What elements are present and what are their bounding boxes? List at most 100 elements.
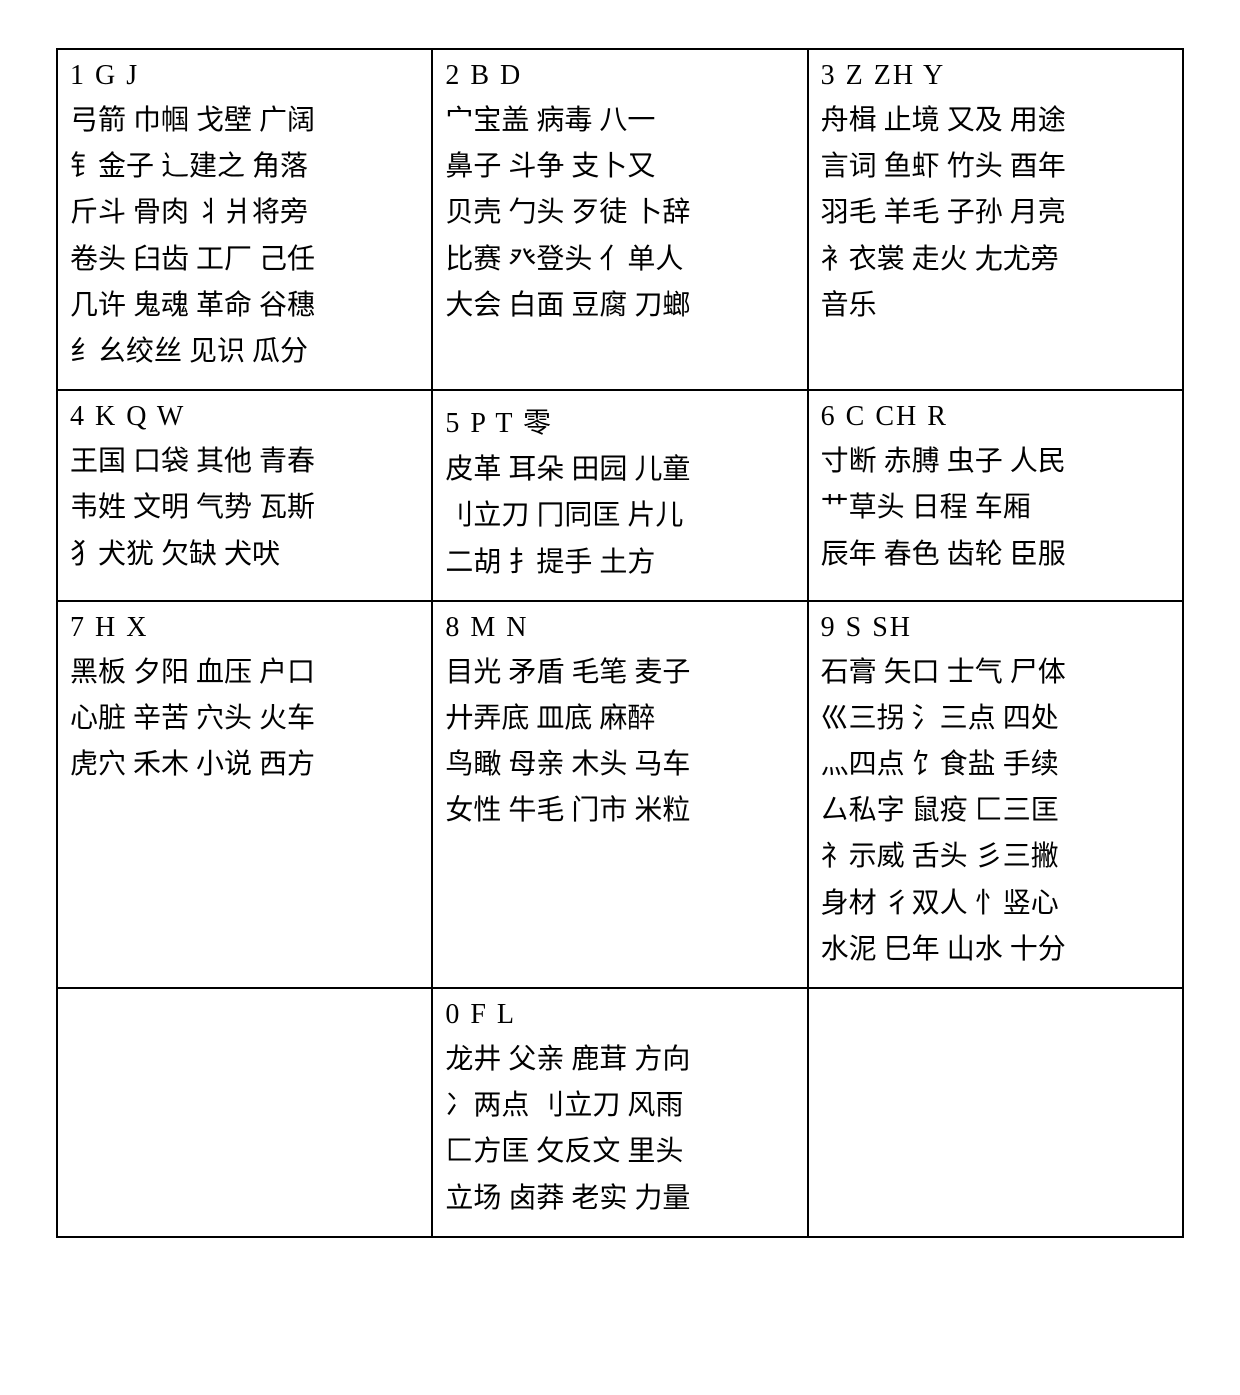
entry-item: 口袋 (133, 446, 189, 477)
entry-item: 士气 (947, 657, 1003, 688)
entry-item: 宀宝盖 (445, 105, 529, 136)
grid-cell (57, 988, 432, 1237)
entry-item: 母亲 (508, 749, 564, 780)
cell-body: 皮革 耳朵 田园 儿童刂立刀 冂同匡 片儿二胡 扌提手 土方 (445, 447, 794, 586)
entry-item: 酉年 (1010, 151, 1066, 182)
entry-item: 见识 (189, 336, 245, 367)
entry-item: 水泥 (821, 934, 877, 965)
cell-header: 8 M N (445, 612, 794, 644)
entry-item: 鬼魂 (133, 290, 189, 321)
entry-item: 寸断 (821, 446, 877, 477)
entry-item: 亻单人 (599, 244, 683, 275)
entry-item: 几许 (70, 290, 126, 321)
entry-item: 勹头 (508, 197, 564, 228)
entry-item: 纟幺绞丝 (70, 336, 182, 367)
grid-row: 1 G J弓箭 巾帼 戈壁 广阔钅金子 辶建之 角落斤斗 骨肉 丬爿将旁卷头 臼… (57, 49, 1183, 390)
cell-header: 9 S SH (821, 612, 1170, 644)
page-container: 1 G J弓箭 巾帼 戈壁 广阔钅金子 辶建之 角落斤斗 骨肉 丬爿将旁卷头 臼… (0, 0, 1240, 1302)
entry-item: 羊毛 (884, 197, 940, 228)
entry-item: 艹草头 (821, 492, 905, 523)
entry-item: 巳年 (884, 934, 940, 965)
entry-item: 匚三匡 (975, 795, 1059, 826)
entry-item: 龙井 (445, 1044, 501, 1075)
entry-item: 刀螂 (634, 290, 690, 321)
entry-item: 贝壳 (445, 197, 501, 228)
entry-item: 谷穗 (259, 290, 315, 321)
entry-item: 卤莽 (508, 1183, 564, 1214)
entry-item: 风雨 (627, 1090, 683, 1121)
entry-item: 音乐 (821, 290, 877, 321)
entry-item: 鸟瞰 (445, 749, 501, 780)
cell-header: 7 H X (70, 612, 419, 644)
entry-item: 衤衣裳 (821, 244, 905, 275)
entry-item: 鱼虾 (884, 151, 940, 182)
entry-item: 彳双人 (884, 888, 968, 919)
cell-body: 黑板 夕阳 血压 户口心脏 辛苦 穴头 火车虎穴 禾木 小说 西方 (70, 650, 419, 789)
cell-body: 龙井 父亲 鹿茸 方向冫两点 刂立刀 风雨匚方匡 攵反文 里头立场 卤莽 老实 … (445, 1037, 794, 1222)
entry-item: 犬吠 (224, 539, 280, 570)
grid-cell: 3 Z ZH Y舟楫 止境 又及 用途言词 鱼虾 竹头 酉年羽毛 羊毛 子孙 月… (808, 49, 1183, 390)
entry-item: 火车 (259, 703, 315, 734)
entry-item: 灬四点 (821, 749, 905, 780)
entry-item: 辶建之 (161, 151, 245, 182)
entry-item: 斤斗 (70, 197, 126, 228)
entry-item: 羽毛 (821, 197, 877, 228)
entry-item: 四处 (1003, 703, 1059, 734)
entry-item: 巾帼 (133, 105, 189, 136)
entry-item: 车厢 (975, 492, 1031, 523)
entry-item: 止境 (884, 105, 940, 136)
entry-item: 立场 (445, 1183, 501, 1214)
entry-item: 女性 (445, 795, 501, 826)
entry-item: 片儿 (627, 500, 683, 531)
entry-item: 西方 (259, 749, 315, 780)
entry-item: 日程 (912, 492, 968, 523)
entry-item: 饣食盐 (912, 749, 996, 780)
entry-item: 尢尤旁 (975, 244, 1059, 275)
entry-item: 卷头 (70, 244, 126, 275)
entry-item: 十分 (1010, 934, 1066, 965)
cell-header: 6 C CH R (821, 401, 1170, 433)
entry-item: 己任 (259, 244, 315, 275)
entry-item: 卜辞 (634, 197, 690, 228)
entry-item: 冫两点 (445, 1090, 529, 1121)
entry-item: 匚方匡 (445, 1136, 529, 1167)
entry-item: 弓箭 (70, 105, 126, 136)
entry-item: 父亲 (508, 1044, 564, 1075)
entry-item: 冂同匡 (536, 500, 620, 531)
entry-item: 瓦斯 (259, 492, 315, 523)
cell-body: 石膏 矢口 士气 尸体巛三拐 氵三点 四处灬四点 饣食盐 手续厶私字 鼠疫 匚三… (821, 650, 1170, 973)
grid-cell: 5 P T 零皮革 耳朵 田园 儿童刂立刀 冂同匡 片儿二胡 扌提手 土方 (432, 390, 807, 601)
entry-item: 二胡 (445, 547, 501, 578)
entry-item: 廾弄底 (445, 703, 529, 734)
grid-cell: 9 S SH石膏 矢口 士气 尸体巛三拐 氵三点 四处灬四点 饣食盐 手续厶私字… (808, 601, 1183, 988)
cell-body: 弓箭 巾帼 戈壁 广阔钅金子 辶建之 角落斤斗 骨肉 丬爿将旁卷头 臼齿 工厂 … (70, 98, 419, 375)
entry-item: 白面 (508, 290, 564, 321)
entry-item: 鹿茸 (571, 1044, 627, 1075)
entry-item: 齿轮 (947, 539, 1003, 570)
entry-item: 赤膊 (884, 446, 940, 477)
entry-item: 攵反文 (536, 1136, 620, 1167)
entry-item: 言词 (821, 151, 877, 182)
entry-item: 矛盾 (508, 657, 564, 688)
entry-item: 钅金子 (70, 151, 154, 182)
entry-item: 又及 (947, 105, 1003, 136)
grid-cell: 7 H X 黑板 夕阳 血压 户口心脏 辛苦 穴头 火车虎穴 禾木 小说 西方 (57, 601, 432, 988)
entry-item: 臣服 (1010, 539, 1066, 570)
entry-item: 春色 (884, 539, 940, 570)
grid-cell: 0 F L龙井 父亲 鹿茸 方向冫两点 刂立刀 风雨匚方匡 攵反文 里头立场 卤… (432, 988, 807, 1237)
entry-item: 矢口 (884, 657, 940, 688)
entry-item: 鼻子 (445, 151, 501, 182)
entry-item: 丬爿将旁 (196, 197, 308, 228)
entry-item: 耳朵 (508, 454, 564, 485)
entry-item: 豆腐 (571, 290, 627, 321)
entry-item: 辰年 (821, 539, 877, 570)
entry-item: 病毒 (536, 105, 592, 136)
entry-item: 欠缺 (161, 539, 217, 570)
entry-item: 户口 (259, 657, 315, 688)
entry-item: 米粒 (634, 795, 690, 826)
entry-item: 皮革 (445, 454, 501, 485)
entry-item: 其他 (196, 446, 252, 477)
entry-item: 皿底 (536, 703, 592, 734)
entry-item: 小说 (196, 749, 252, 780)
cell-header: 3 Z ZH Y (821, 60, 1170, 92)
